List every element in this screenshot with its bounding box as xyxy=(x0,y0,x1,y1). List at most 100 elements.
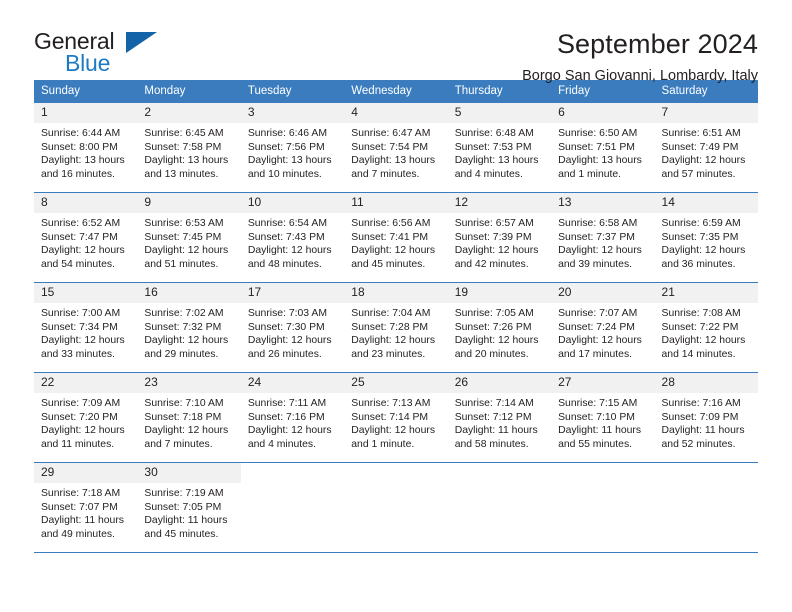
calendar-day-cell: 7 Sunrise: 6:51 AM Sunset: 7:49 PM Daylight… xyxy=(654,102,758,193)
calendar-day-cell-inner[interactable]: 25 Sunrise: 7:13 AM Sunset: 7:14 PM Dayligh… xyxy=(344,373,448,461)
calendar-day-cell-inner[interactable]: 29 Sunrise: 7:18 AM Sunset: 7:07 PM Dayligh… xyxy=(34,463,138,551)
calendar-day-cell-empty xyxy=(241,463,344,551)
calendar-day-cell-inner[interactable]: 17 Sunrise: 7:03 AM Sunset: 7:30 PM Dayligh… xyxy=(240,283,345,371)
sunset-text: Sunset: 7:07 PM xyxy=(41,501,118,513)
daylight-text-line2: and 39 minutes. xyxy=(558,258,633,270)
calendar-day-cell-inner[interactable]: 5 Sunrise: 6:48 AM Sunset: 7:53 PM Daylight… xyxy=(447,103,552,191)
day-number: 6 xyxy=(551,103,655,123)
logo-text-blue: Blue xyxy=(65,50,111,76)
calendar-day-cell-inner[interactable]: 8 Sunrise: 6:52 AM Sunset: 7:47 PM Daylight… xyxy=(34,193,138,281)
day-number: 28 xyxy=(654,373,758,393)
day-sun-info: Sunrise: 7:14 AM Sunset: 7:12 PM Daylight:… xyxy=(448,393,551,451)
calendar-day-cell-inner[interactable]: 22 Sunrise: 7:09 AM Sunset: 7:20 PM Dayligh… xyxy=(34,373,138,461)
day-number: 29 xyxy=(34,463,138,483)
day-number: 5 xyxy=(447,103,552,123)
daylight-text-line1: Daylight: 12 hours xyxy=(351,425,436,437)
day-sun-info: Sunrise: 6:45 AM Sunset: 7:58 PM Daylight:… xyxy=(137,123,240,181)
calendar-day-cell: 1 Sunrise: 6:44 AM Sunset: 8:00 PM Daylight… xyxy=(34,102,138,193)
sunrise-text: Sunrise: 6:54 AM xyxy=(247,218,327,229)
calendar-day-cell-inner[interactable]: 16 Sunrise: 7:02 AM Sunset: 7:32 PM Dayligh… xyxy=(137,283,241,371)
calendar-day-cell-inner[interactable]: 10 Sunrise: 6:54 AM Sunset: 7:43 PM Dayligh… xyxy=(240,193,345,281)
calendar-day-cell: 11 Sunrise: 6:56 AM Sunset: 7:41 PM Dayligh… xyxy=(344,192,448,283)
daylight-text-line1: Daylight: 13 hours xyxy=(454,155,539,167)
day-sun-info: Sunrise: 6:50 AM Sunset: 7:51 PM Daylight:… xyxy=(551,123,654,181)
calendar-day-cell-inner[interactable]: 2 Sunrise: 6:45 AM Sunset: 7:58 PM Daylight… xyxy=(137,103,241,191)
calendar-day-cell-inner[interactable]: 28 Sunrise: 7:16 AM Sunset: 7:09 PM Dayligh… xyxy=(654,373,758,461)
calendar-day-cell-inner[interactable]: 24 Sunrise: 7:11 AM Sunset: 7:16 PM Dayligh… xyxy=(240,373,345,461)
sunrise-text: Sunrise: 7:13 AM xyxy=(351,398,431,409)
calendar-day-cell-inner[interactable]: 4 Sunrise: 6:47 AM Sunset: 7:54 PM Daylight… xyxy=(344,103,448,191)
weekday-header-friday: Friday xyxy=(551,80,655,103)
sunset-text: Sunset: 7:41 PM xyxy=(351,231,429,243)
calendar-day-cell: 29 Sunrise: 7:18 AM Sunset: 7:07 PM Dayligh… xyxy=(34,462,138,553)
calendar-day-cell-inner[interactable]: 1 Sunrise: 6:44 AM Sunset: 8:00 PM Daylight… xyxy=(34,103,138,191)
day-sun-info: Sunrise: 7:16 AM Sunset: 7:09 PM Daylight:… xyxy=(655,393,758,451)
day-number: 26 xyxy=(447,373,552,393)
day-sun-info: Sunrise: 6:56 AM Sunset: 7:41 PM Daylight:… xyxy=(344,213,447,271)
calendar-day-cell: 24 Sunrise: 7:11 AM Sunset: 7:16 PM Dayligh… xyxy=(240,372,345,463)
daylight-text-line1: Daylight: 13 hours xyxy=(144,155,229,167)
daylight-text-line2: and 7 minutes. xyxy=(144,438,213,450)
calendar-day-cell: 15 Sunrise: 7:00 AM Sunset: 7:34 PM Dayligh… xyxy=(34,282,138,373)
sunset-text: Sunset: 7:32 PM xyxy=(144,321,222,333)
calendar-day-cell-inner[interactable]: 27 Sunrise: 7:15 AM Sunset: 7:10 PM Dayligh… xyxy=(551,373,655,461)
daylight-text-line2: and 52 minutes. xyxy=(661,438,736,450)
daylight-text-line1: Daylight: 13 hours xyxy=(41,155,125,167)
calendar-day-cell-inner[interactable]: 14 Sunrise: 6:59 AM Sunset: 7:35 PM Dayligh… xyxy=(654,193,758,281)
day-number: 20 xyxy=(551,283,655,303)
daylight-text-line1: Daylight: 11 hours xyxy=(144,515,228,527)
sunset-text: Sunset: 7:43 PM xyxy=(247,231,325,243)
sunrise-text: Sunrise: 6:58 AM xyxy=(558,218,638,229)
calendar-day-cell: 22 Sunrise: 7:09 AM Sunset: 7:20 PM Dayligh… xyxy=(34,372,138,463)
day-sun-info: Sunrise: 6:54 AM Sunset: 7:43 PM Daylight:… xyxy=(241,213,344,271)
sunset-text: Sunset: 7:24 PM xyxy=(558,321,635,333)
calendar-day-cell: 30 Sunrise: 7:19 AM Sunset: 7:05 PM Dayligh… xyxy=(137,462,241,553)
daylight-text-line2: and 16 minutes. xyxy=(41,168,115,180)
daylight-text-line2: and 17 minutes. xyxy=(558,348,633,360)
calendar-day-cell-inner[interactable]: 20 Sunrise: 7:07 AM Sunset: 7:24 PM Dayligh… xyxy=(551,283,655,371)
calendar-day-cell-inner[interactable]: 11 Sunrise: 6:56 AM Sunset: 7:41 PM Dayligh… xyxy=(344,193,448,281)
day-number: 23 xyxy=(137,373,241,393)
calendar-body: 1 Sunrise: 6:44 AM Sunset: 8:00 PM Daylight… xyxy=(34,102,758,553)
daylight-text-line2: and 45 minutes. xyxy=(144,528,219,540)
day-number: 3 xyxy=(240,103,345,123)
sunrise-text: Sunrise: 7:03 AM xyxy=(247,308,327,319)
sunrise-text: Sunrise: 7:18 AM xyxy=(41,488,121,499)
weekday-header-wednesday: Wednesday xyxy=(344,80,448,103)
daylight-text-line1: Daylight: 12 hours xyxy=(454,245,539,257)
calendar-day-cell-inner[interactable]: 13 Sunrise: 6:58 AM Sunset: 7:37 PM Dayligh… xyxy=(551,193,655,281)
daylight-text-line1: Daylight: 13 hours xyxy=(247,155,332,167)
day-number: 10 xyxy=(240,193,345,213)
sunrise-text: Sunrise: 6:50 AM xyxy=(558,128,638,139)
day-sun-info: Sunrise: 7:15 AM Sunset: 7:10 PM Daylight:… xyxy=(551,393,654,451)
calendar-day-cell-inner[interactable]: 21 Sunrise: 7:08 AM Sunset: 7:22 PM Dayligh… xyxy=(654,283,758,371)
calendar-day-cell: 4 Sunrise: 6:47 AM Sunset: 7:54 PM Daylight… xyxy=(344,102,448,193)
sunrise-text: Sunrise: 7:02 AM xyxy=(144,308,224,319)
calendar-day-cell-inner[interactable]: 15 Sunrise: 7:00 AM Sunset: 7:34 PM Dayligh… xyxy=(34,283,138,371)
sunset-text: Sunset: 7:10 PM xyxy=(558,411,635,423)
calendar-day-cell-inner[interactable]: 18 Sunrise: 7:04 AM Sunset: 7:28 PM Dayligh… xyxy=(344,283,448,371)
calendar-day-cell-inner[interactable]: 26 Sunrise: 7:14 AM Sunset: 7:12 PM Dayligh… xyxy=(447,373,552,461)
calendar-day-cell-inner[interactable]: 23 Sunrise: 7:10 AM Sunset: 7:18 PM Dayligh… xyxy=(137,373,241,461)
calendar-day-cell-inner[interactable]: 6 Sunrise: 6:50 AM Sunset: 7:51 PM Daylight… xyxy=(551,103,655,191)
calendar-day-cell-inner[interactable]: 7 Sunrise: 6:51 AM Sunset: 7:49 PM Daylight… xyxy=(654,103,758,191)
sunset-text: Sunset: 7:22 PM xyxy=(661,321,739,333)
calendar-day-cell-inner[interactable]: 3 Sunrise: 6:46 AM Sunset: 7:56 PM Daylight… xyxy=(240,103,345,191)
day-number: 8 xyxy=(34,193,138,213)
calendar-day-cell-inner[interactable]: 12 Sunrise: 6:57 AM Sunset: 7:39 PM Dayligh… xyxy=(447,193,552,281)
daylight-text-line1: Daylight: 12 hours xyxy=(558,335,642,347)
daylight-text-line1: Daylight: 12 hours xyxy=(661,245,746,257)
daylight-text-line1: Daylight: 12 hours xyxy=(41,425,125,437)
daylight-text-line2: and 57 minutes. xyxy=(661,168,736,180)
sunrise-text: Sunrise: 6:53 AM xyxy=(144,218,224,229)
day-sun-info: Sunrise: 7:18 AM Sunset: 7:07 PM Daylight:… xyxy=(34,483,137,541)
calendar-day-cell-inner[interactable]: 30 Sunrise: 7:19 AM Sunset: 7:05 PM Dayligh… xyxy=(137,463,241,551)
title-block: September 2024 Borgo San Giovanni, Lomba… xyxy=(174,28,758,87)
calendar-day-cell-inner[interactable]: 9 Sunrise: 6:53 AM Sunset: 7:45 PM Daylight… xyxy=(137,193,241,281)
sunset-text: Sunset: 7:18 PM xyxy=(144,411,222,423)
day-sun-info: Sunrise: 7:00 AM Sunset: 7:34 PM Daylight:… xyxy=(34,303,137,361)
daylight-text-line1: Daylight: 12 hours xyxy=(247,245,332,257)
calendar-day-cell-inner[interactable]: 19 Sunrise: 7:05 AM Sunset: 7:26 PM Dayligh… xyxy=(447,283,552,371)
sunrise-text: Sunrise: 7:15 AM xyxy=(558,398,638,409)
daylight-text-line2: and 23 minutes. xyxy=(351,348,426,360)
